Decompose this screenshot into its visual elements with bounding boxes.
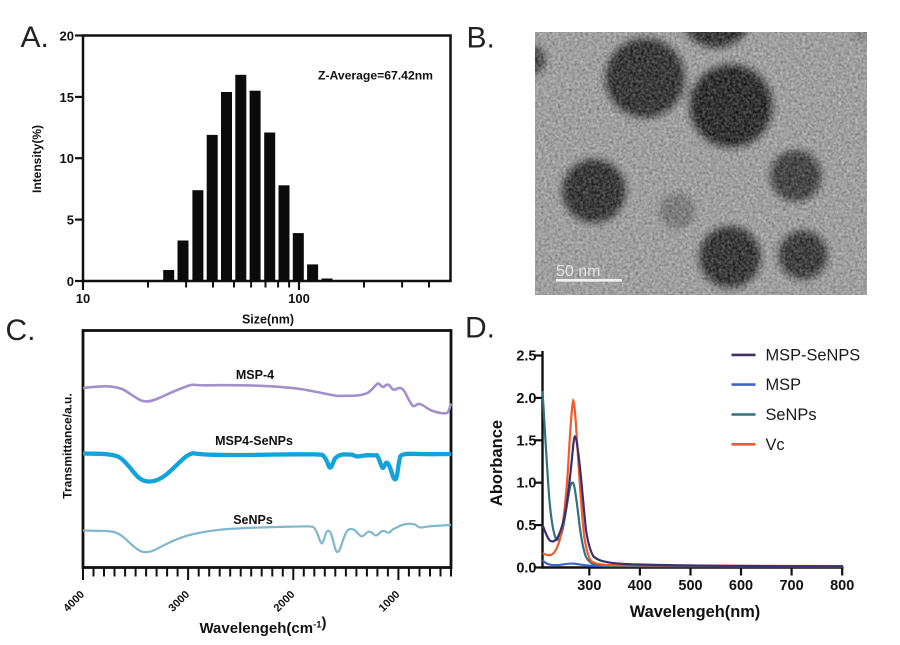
svg-text:Wavelengeh(nm): Wavelengeh(nm) bbox=[630, 603, 761, 621]
svg-text:5: 5 bbox=[67, 213, 74, 228]
svg-text:500: 500 bbox=[678, 578, 702, 594]
svg-text:700: 700 bbox=[779, 578, 803, 594]
svg-text:50 nm: 50 nm bbox=[556, 263, 600, 280]
svg-text:Z-Average=67.42nm: Z-Average=67.42nm bbox=[318, 69, 433, 83]
svg-text:Wavelengeh(cm-1): Wavelengeh(cm-1) bbox=[199, 615, 326, 638]
svg-text:MSP4-SeNPs: MSP4-SeNPs bbox=[215, 434, 293, 448]
svg-text:1.0: 1.0 bbox=[516, 476, 536, 492]
svg-text:Intensity(%): Intensity(%) bbox=[30, 125, 44, 193]
svg-text:A.: A. bbox=[21, 21, 49, 54]
svg-text:Size(nm): Size(nm) bbox=[242, 313, 294, 327]
svg-text:600: 600 bbox=[729, 578, 753, 594]
svg-text:B.: B. bbox=[467, 22, 495, 55]
svg-text:MSP: MSP bbox=[766, 376, 802, 394]
svg-text:300: 300 bbox=[577, 578, 601, 594]
svg-text:2.0: 2.0 bbox=[516, 391, 536, 407]
svg-text:1.5: 1.5 bbox=[516, 433, 536, 449]
svg-text:Aborbance: Aborbance bbox=[488, 420, 506, 506]
svg-text:15: 15 bbox=[60, 90, 74, 105]
svg-text:Transmittance/a.u.: Transmittance/a.u. bbox=[61, 393, 75, 498]
svg-text:2.5: 2.5 bbox=[516, 349, 536, 365]
svg-text:Vc: Vc bbox=[766, 436, 785, 454]
svg-text:100: 100 bbox=[288, 291, 310, 306]
svg-text:MSP-SeNPS: MSP-SeNPS bbox=[766, 346, 861, 364]
svg-text:0.0: 0.0 bbox=[516, 561, 536, 577]
svg-text:0.5: 0.5 bbox=[516, 518, 536, 534]
svg-text:10: 10 bbox=[60, 151, 74, 166]
svg-text:20: 20 bbox=[60, 29, 74, 44]
svg-text:SeNPs: SeNPs bbox=[233, 513, 273, 527]
svg-text:MSP-4: MSP-4 bbox=[236, 368, 274, 382]
svg-text:0: 0 bbox=[67, 274, 74, 289]
svg-text:C.: C. bbox=[6, 314, 36, 347]
svg-text:400: 400 bbox=[628, 578, 652, 594]
svg-text:D.: D. bbox=[465, 312, 495, 345]
svg-text:800: 800 bbox=[830, 578, 854, 594]
svg-text:10: 10 bbox=[76, 291, 90, 306]
svg-text:SeNPs: SeNPs bbox=[766, 406, 817, 424]
